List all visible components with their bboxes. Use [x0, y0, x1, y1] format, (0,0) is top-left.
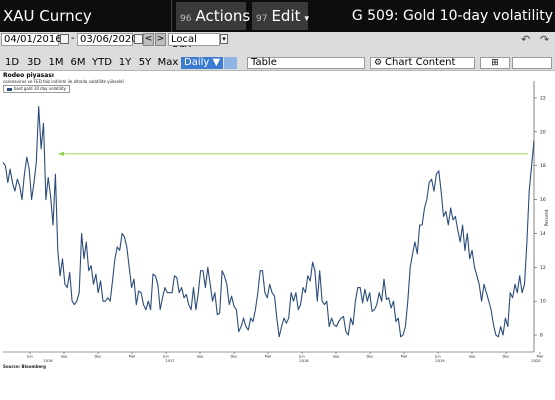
range-1y-button[interactable]: 1Y [118, 57, 132, 68]
range-max-button[interactable]: Max [157, 57, 179, 68]
y-tick-label: 22 [540, 95, 546, 101]
y-tick-label: 20 [540, 129, 546, 135]
x-tick-label: Sep [197, 355, 204, 359]
x-tick-label: Jun [434, 355, 441, 359]
undo-icon[interactable]: ↶ [521, 33, 531, 46]
frequency-side-button[interactable] [224, 57, 237, 69]
range-5y-button[interactable]: 5Y [138, 57, 152, 68]
chart-legend: bast gold 10 day volatility [3, 85, 71, 93]
x-tick-label: Mar [265, 355, 272, 359]
legend-swatch [7, 87, 12, 91]
x-tick-label: Sep [469, 355, 476, 359]
chart-content-label: Chart Content [385, 57, 456, 68]
year-label: 2017 [165, 359, 174, 363]
frequency-select[interactable]: Daily ▼ [181, 57, 223, 69]
x-tick-label: Jun [26, 355, 33, 359]
x-tick-label: Sep [61, 355, 68, 359]
range-6m-button[interactable]: 6M [70, 57, 86, 68]
date-controls-bar: 04/01/2016 - 03/06/2020 < > Local CCY ▾ … [0, 32, 555, 56]
table-view-button[interactable]: Table [247, 57, 365, 69]
y-tick-label: 16 [540, 197, 546, 203]
year-label: 2016 [43, 359, 53, 363]
x-tick-label: Jun [162, 355, 169, 359]
year-label: 2020 [531, 359, 541, 363]
annotation-arrowhead [58, 151, 64, 157]
year-label: 2018 [299, 359, 309, 363]
series-line [2, 105, 535, 338]
range-3d-button[interactable]: 3D [26, 57, 42, 68]
x-tick-label: Mar [129, 355, 136, 359]
y-tick-label: 10 [540, 299, 546, 305]
chart-options-field[interactable] [512, 57, 552, 69]
y-tick-label: 8 [540, 333, 543, 339]
chart-subtitle: coronavirus ve FED faiz indirimi ile alt… [3, 79, 124, 84]
y-tick-label: 18 [540, 163, 546, 169]
chart-options-button[interactable]: ⊞ [480, 57, 510, 69]
chart-panel: 8 10 12 14 16 18 20 22 Percent Jun Sep Dec Mar Jun Sep… [0, 71, 555, 400]
x-tick-label: Dec [367, 355, 374, 359]
y-tick-label: 14 [540, 231, 546, 237]
x-tick-label: Mar [537, 355, 544, 359]
ticker-field[interactable]: XAU Curncy [0, 0, 172, 32]
date-separator: - [71, 33, 75, 44]
calendar-icon[interactable] [134, 34, 143, 44]
actions-menu-label: Actions [195, 7, 251, 25]
previous-period-button[interactable]: < [143, 33, 154, 46]
y-tick-label: 12 [540, 265, 546, 271]
x-tick-label: Sep [333, 355, 340, 359]
x-tick-label: Dec [503, 355, 510, 359]
x-tick-label: Dec [231, 355, 238, 359]
edit-menu-label: Edit [271, 7, 301, 25]
range-ytd-button[interactable]: YTD [92, 57, 112, 68]
line-chart: 8 10 12 14 16 18 20 22 Percent Jun Sep Dec Mar Jun Sep… [2, 81, 550, 363]
year-label: 2019 [435, 359, 445, 363]
chart-settings-icon: ⚙ [374, 58, 383, 68]
end-date-field[interactable]: 03/06/2020 [77, 33, 138, 46]
calendar-icon[interactable] [60, 34, 69, 44]
legend-label: bast gold 10 day volatility [14, 86, 67, 91]
chart-title: Rodeo piyasası [3, 72, 54, 79]
edit-menu-button[interactable]: 97 Edit ▾ [252, 2, 310, 30]
x-tick-label: Jun [298, 355, 305, 359]
chevron-down-icon[interactable]: ▾ [220, 34, 228, 44]
actions-menu-number: 96 [180, 14, 192, 24]
currency-select[interactable]: Local CCY [168, 33, 220, 56]
y-axis-label: Percent [544, 209, 550, 226]
chart-source: Source: Bloomberg [3, 364, 47, 369]
start-date-field[interactable]: 04/01/2016 [1, 33, 62, 46]
redo-icon[interactable]: ↷ [540, 33, 550, 46]
next-period-button[interactable]: > [155, 33, 166, 46]
x-tick-label: Dec [95, 355, 102, 359]
chart-content-button[interactable]: ⚙ Chart Content [370, 57, 475, 69]
range-1m-button[interactable]: 1M [48, 57, 64, 68]
caret-down-icon: ▾ [304, 14, 310, 24]
range-1d-button[interactable]: 1D [4, 57, 20, 68]
x-tick-label: Mar [401, 355, 408, 359]
edit-menu-number: 97 [256, 14, 268, 24]
function-title: G 509: Gold 10-day volatility [351, 8, 553, 24]
range-controls-bar: 1D 3D 1M 6M YTD 1Y 5Y Max Daily ▼ Table … [0, 47, 555, 71]
